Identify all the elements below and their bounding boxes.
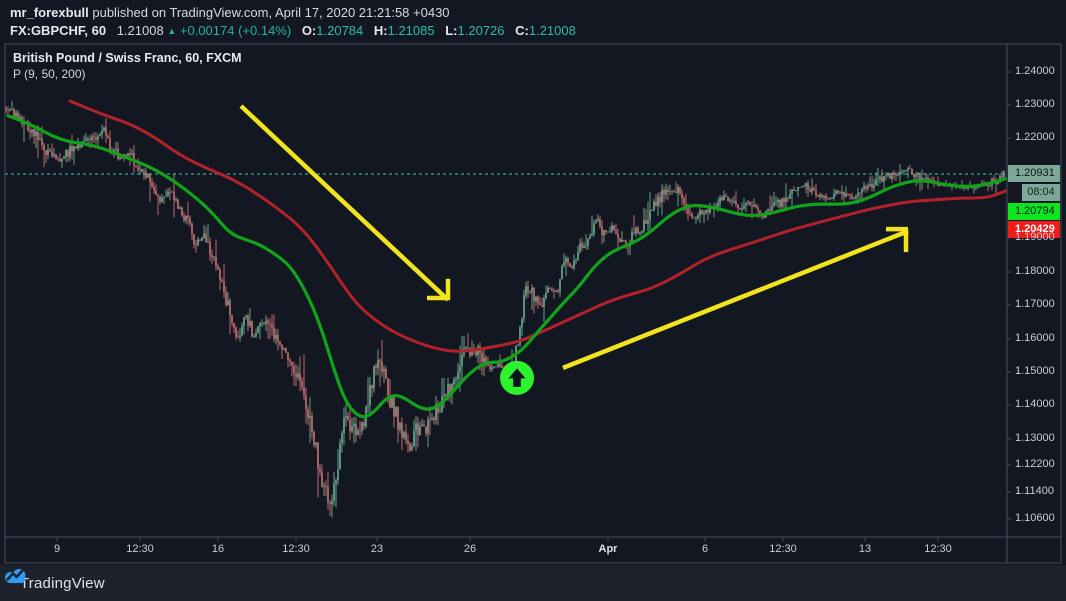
price-axis-label: 1.22000	[1015, 131, 1055, 144]
price-axis-label: 1.10600	[1015, 511, 1055, 524]
high-label: H:	[373, 23, 388, 38]
low-value: 1.20726	[457, 23, 505, 38]
axis-ticks	[56, 71, 1011, 541]
time-axis-label: 9	[53, 543, 61, 555]
last-price: 1.21008	[116, 23, 164, 38]
price-axis-label: 1.17000	[1015, 298, 1055, 311]
time-axis-label: 6	[701, 543, 709, 555]
change-up-icon: ▲	[167, 26, 177, 36]
time-axis-label: 13	[858, 543, 872, 555]
high-value: 1.21085	[387, 23, 435, 38]
open-label: O:	[301, 23, 317, 38]
time-axis-label: 16	[211, 543, 225, 555]
tradingview-brand-text[interactable]: TradingView	[20, 574, 105, 592]
time-axis-label: 12:30	[282, 543, 310, 555]
candlestick-series	[5, 100, 1005, 518]
price-axis-label: 1.24000	[1015, 64, 1055, 77]
price-change: +0.00174 (+0.14%)	[179, 23, 292, 38]
chart-frame	[4, 43, 1062, 564]
time-axis-label: 23	[370, 543, 384, 555]
price-axis[interactable]: 1.20931 08:04 1.20794 1.20429 1.24000 1.2…	[1007, 44, 1061, 537]
tradingview-logo-icon[interactable]	[0, 565, 30, 587]
price-axis-label: 1.18000	[1015, 264, 1055, 277]
price-axis-label: 1.19000	[1015, 231, 1055, 244]
open-value: 1.20784	[316, 23, 364, 38]
bar-countdown-badge: 08:04	[1022, 184, 1060, 202]
trend-up-arrow-annotation[interactable]	[562, 226, 909, 370]
close-label: C:	[515, 23, 529, 38]
last-price-badge: 1.20931	[1008, 165, 1060, 183]
ma-50-line	[6, 114, 1007, 419]
ma-200-line	[68, 99, 1007, 353]
symbol-name: FX:GBPCHF, 60	[10, 23, 107, 38]
plot-area[interactable]	[5, 99, 1007, 518]
price-axis-label: 1.12200	[1015, 458, 1055, 471]
byline: mr_forexbull published on TradingView.co…	[10, 4, 576, 22]
time-axis-label: 12:30	[769, 543, 797, 555]
trend-down-arrow-annotation[interactable]	[239, 104, 451, 302]
price-axis-label: 1.14000	[1015, 398, 1055, 411]
arrow-up-icon	[508, 368, 526, 387]
price-axis-label: 1.23000	[1015, 98, 1055, 111]
low-label: L:	[445, 23, 458, 38]
byline-text: published on TradingView.com, April 17, …	[88, 5, 450, 20]
footer-bar: TradingView	[0, 565, 1066, 601]
price-axis-label: 1.11400	[1015, 484, 1054, 497]
author-name: mr_forexbull	[10, 5, 89, 20]
price-axis-label: 1.13000	[1015, 431, 1055, 444]
buy-signal-marker[interactable]	[500, 360, 534, 395]
time-axis[interactable]: 9 12:30 16 12:30 23 26 Apr 6 12:30 13 12:30	[5, 537, 1061, 563]
price-axis-label: 1.16000	[1015, 331, 1055, 344]
time-axis-label: 26	[463, 543, 477, 555]
ma-fast-price-badge: 1.20794	[1008, 203, 1060, 221]
time-axis-label: Apr	[598, 543, 618, 555]
close-value: 1.21008	[528, 23, 576, 38]
snapshot-header: mr_forexbull published on TradingView.co…	[10, 4, 576, 40]
ma-slow-price-badge: 1.20429	[1008, 221, 1060, 239]
time-axis-label: 12:30	[924, 543, 952, 555]
time-axis-label: 12:30	[126, 543, 154, 555]
symbol-status-line: FX:GBPCHF, 60 1.21008 ▲ +0.00174 (+0.14%…	[10, 22, 576, 40]
price-axis-label: 1.15000	[1015, 364, 1055, 377]
